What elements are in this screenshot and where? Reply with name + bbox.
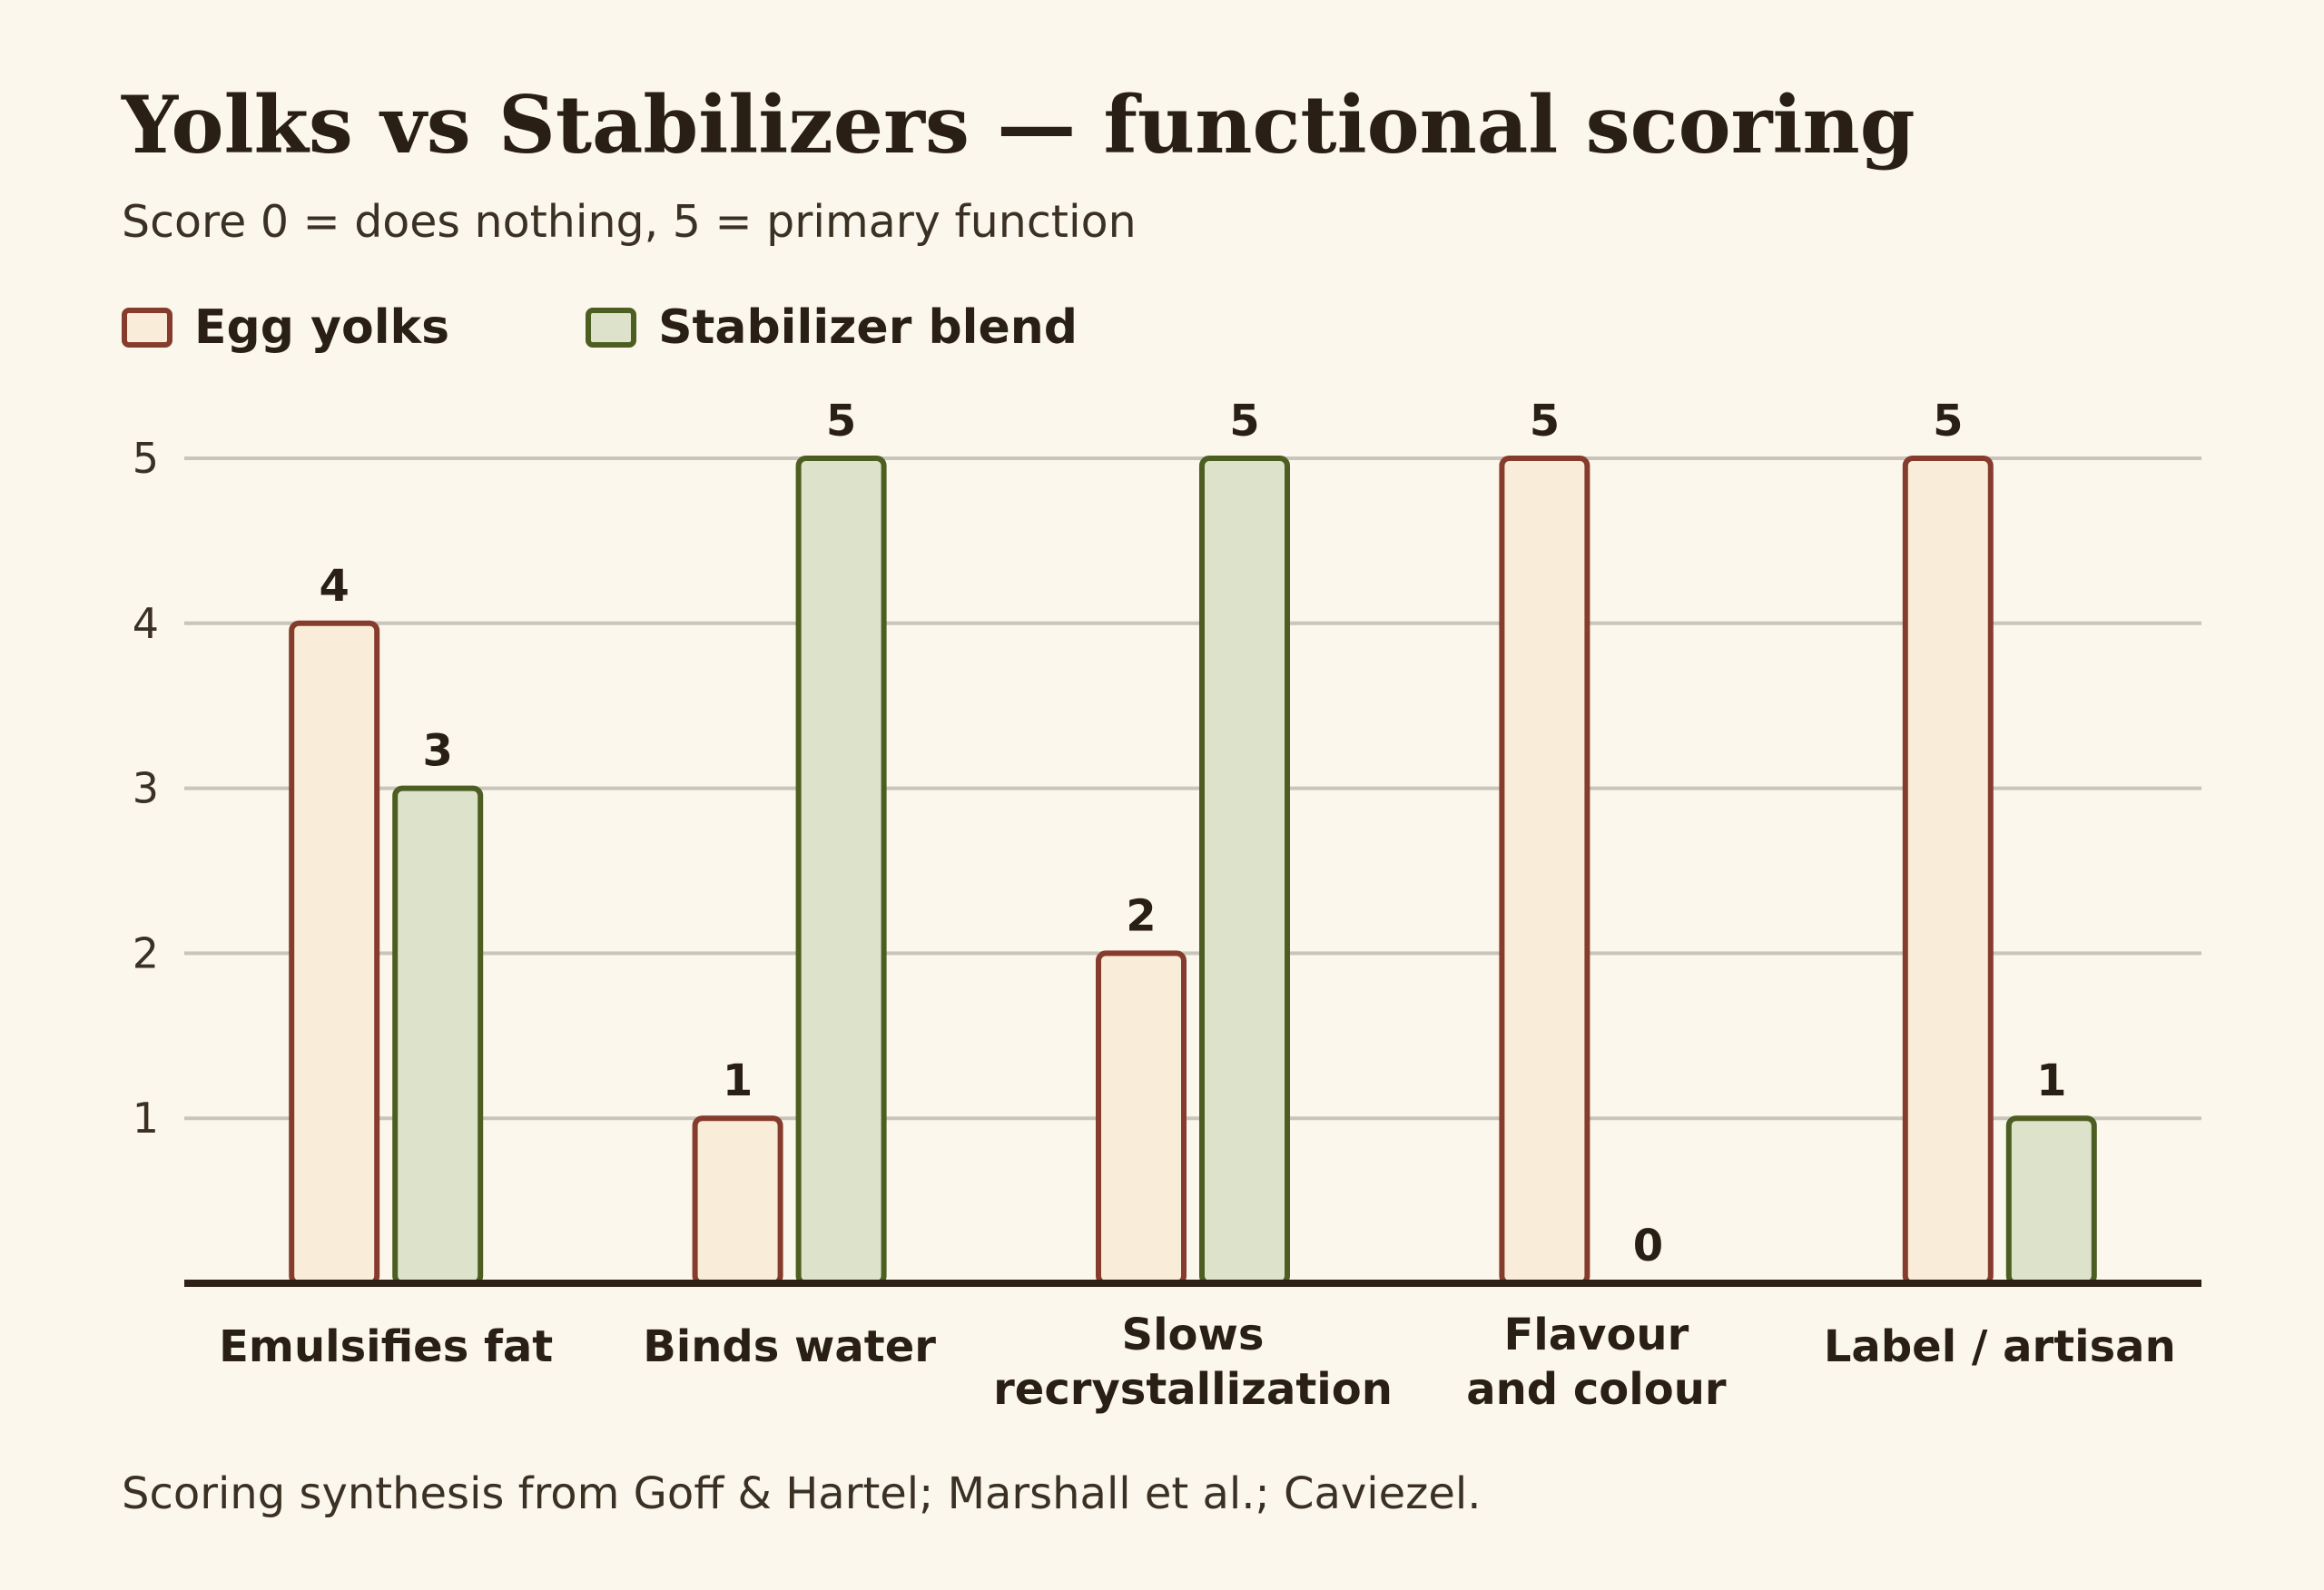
x-category-label-emulsifies-fat: Emulsifies fat bbox=[219, 1321, 553, 1372]
x-category-label-binds-water: Binds water bbox=[643, 1321, 936, 1372]
chart-subtitle: Score 0 = does nothing, 5 = primary func… bbox=[122, 196, 1137, 248]
value-label-stabilizer-blend-slows-recrystallization: 5 bbox=[1229, 396, 1259, 447]
legend-swatch-egg-yolks bbox=[122, 308, 172, 348]
legend-swatch-stabilizer-blend bbox=[586, 308, 637, 348]
chart-title: Yolks vs Stabilizers — functional scorin… bbox=[122, 78, 1915, 172]
y-tick-label-5: 5 bbox=[133, 434, 159, 483]
legend-item-stabilizer-blend: Stabilizer blend bbox=[586, 300, 1078, 355]
bar-stabilizer-blend-emulsifies-fat bbox=[392, 785, 484, 1286]
bar-egg-yolks-slows-recrystallization bbox=[1096, 950, 1187, 1287]
value-label-stabilizer-blend-binds-water: 5 bbox=[826, 396, 856, 447]
bar-stabilizer-blend-slows-recrystallization bbox=[1199, 456, 1290, 1286]
y-tick-label-2: 2 bbox=[133, 928, 159, 977]
legend-item-egg-yolks: Egg yolks bbox=[122, 300, 449, 355]
bar-egg-yolks-emulsifies-fat bbox=[289, 620, 380, 1286]
legend-label-stabilizer-blend: Stabilizer blend bbox=[658, 300, 1078, 355]
value-label-egg-yolks-binds-water: 1 bbox=[723, 1055, 753, 1106]
y-tick-label-3: 3 bbox=[133, 764, 159, 813]
bar-stabilizer-blend-label-artisan bbox=[2005, 1115, 2097, 1286]
bar-egg-yolks-flavour-and-colour bbox=[1499, 456, 1590, 1286]
y-tick-label-4: 4 bbox=[133, 599, 159, 648]
value-label-egg-yolks-emulsifies-fat: 4 bbox=[319, 561, 349, 612]
bar-stabilizer-blend-binds-water bbox=[795, 456, 887, 1286]
legend: Egg yolks Stabilizer blend bbox=[122, 300, 1214, 355]
value-label-stabilizer-blend-flavour-and-colour: 0 bbox=[1633, 1221, 1663, 1271]
value-label-egg-yolks-flavour-and-colour: 5 bbox=[1530, 396, 1560, 447]
x-category-label-flavour-and-colour: Flavour and colour bbox=[1466, 1310, 1727, 1415]
value-label-egg-yolks-slows-recrystallization: 2 bbox=[1126, 890, 1156, 941]
bar-egg-yolks-binds-water bbox=[692, 1115, 783, 1286]
legend-label-egg-yolks: Egg yolks bbox=[194, 300, 450, 355]
value-label-stabilizer-blend-label-artisan: 1 bbox=[2036, 1055, 2066, 1106]
value-label-stabilizer-blend-emulsifies-fat: 3 bbox=[422, 726, 452, 777]
y-tick-label-1: 1 bbox=[133, 1094, 159, 1143]
bar-egg-yolks-label-artisan bbox=[1902, 456, 1994, 1286]
x-category-label-slows-recrystallization: Slows recrystallization bbox=[993, 1310, 1393, 1415]
x-category-label-label-artisan: Label / artisan bbox=[1824, 1321, 2176, 1372]
value-label-egg-yolks-label-artisan: 5 bbox=[1933, 396, 1963, 447]
source-caption: Scoring synthesis from Goff & Hartel; Ma… bbox=[122, 1468, 1482, 1519]
